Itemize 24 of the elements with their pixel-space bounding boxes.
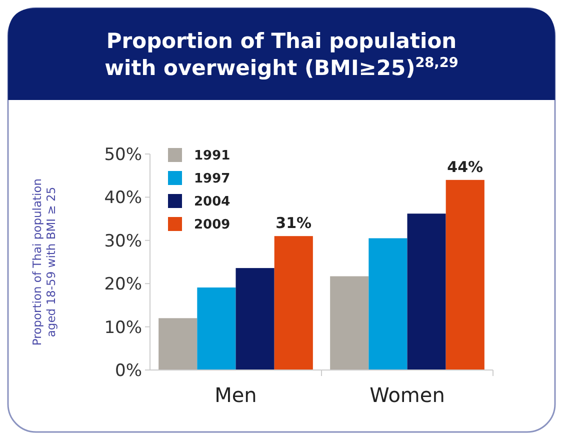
y-axis-title: Proportion of Thai population aged 18-59 with BMI ≥ 25 [30, 178, 58, 346]
legend-label: 2004 [194, 194, 230, 210]
chart-title: Proportion of Thai population with overweight (BMI≥25)$^{28,29}$ [104, 29, 458, 80]
y-tick-label: 50% [104, 144, 142, 165]
bar [274, 236, 313, 370]
y-tick-label: 20% [104, 274, 142, 295]
bar [330, 276, 369, 370]
bar [407, 214, 446, 370]
y-tick-label: 40% [104, 188, 142, 208]
y-tick-label: 0% [115, 360, 142, 381]
data-label: 44% [447, 158, 484, 176]
legend-label: 1991 [194, 148, 230, 164]
data-label: 31% [276, 214, 312, 232]
x-tick-label: Women [370, 383, 445, 407]
bar [368, 238, 408, 370]
legend-label: 2009 [194, 218, 230, 233]
bar [158, 318, 198, 370]
bar [236, 268, 274, 370]
bar [446, 180, 484, 370]
x-tick-label: Men [214, 383, 257, 407]
y-tick-label: 10% [104, 318, 142, 338]
bar [197, 287, 236, 370]
legend-label: 1997 [194, 172, 230, 187]
y-tick-label: 30% [104, 231, 142, 252]
